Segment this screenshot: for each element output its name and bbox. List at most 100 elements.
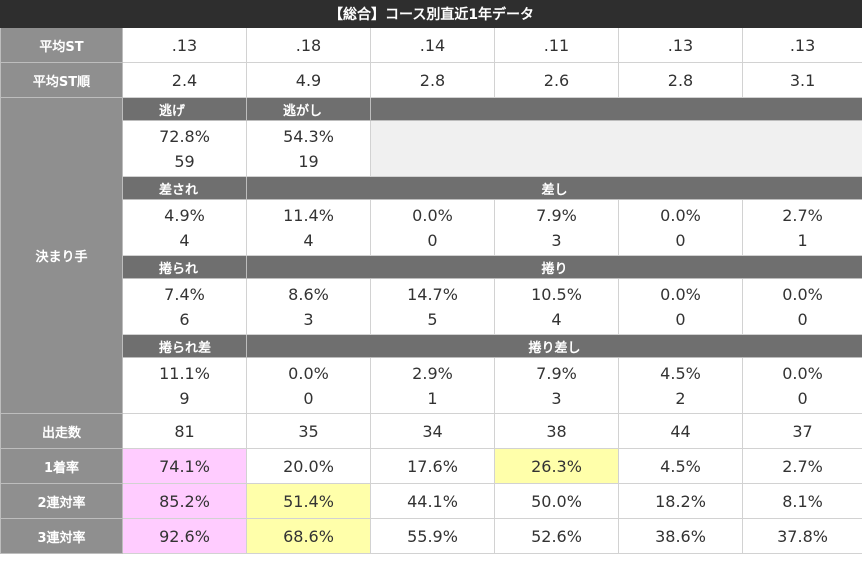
makuri-sashi-pct: 0.0%: [782, 363, 823, 383]
makuri-sashi-cell: 0.0% 0: [741, 357, 862, 414]
avg-st-cell: .18: [246, 27, 371, 63]
makuri-count: 6: [179, 309, 190, 329]
makuri-sashi-count: 9: [179, 388, 190, 408]
sashi-cell: 7.9% 3: [494, 199, 619, 256]
makuri-count: 5: [427, 309, 438, 329]
row-label-win-rate: 1着率: [0, 448, 123, 484]
quinella-rate-cell: 8.1%: [741, 483, 862, 519]
row-label-kimarite: 決まり手: [0, 97, 123, 414]
makuri-sashi-pct: 4.5%: [660, 363, 701, 383]
makuri-cell: 7.4% 6: [122, 278, 247, 335]
makuri-pct: 0.0%: [660, 284, 701, 304]
win-rate-cell: 74.1%: [122, 448, 247, 484]
makuri-sashi-cell: 2.9% 1: [370, 357, 495, 414]
makuri-sashi-pct: 11.1%: [159, 363, 210, 383]
win-rate-cell: 17.6%: [370, 448, 495, 484]
row-label-avg-st-rank: 平均ST順: [0, 62, 123, 98]
avg-st-rank-cell: 2.6: [494, 62, 619, 98]
trio-rate-cell: 92.6%: [122, 518, 247, 554]
trio-rate-cell: 37.8%: [741, 518, 862, 554]
empty-area: [369, 120, 862, 177]
win-rate-cell: 26.3%: [494, 448, 619, 484]
sashi-cell: 0.0% 0: [618, 199, 743, 256]
starts-cell: 37: [741, 413, 862, 449]
makuri-pct: 7.4%: [164, 284, 205, 304]
makuri-sashi-pct: 2.9%: [412, 363, 453, 383]
sashi-count: 0: [427, 230, 438, 250]
makuri-sashi-cell: 7.9% 3: [494, 357, 619, 414]
makuri-cell: 14.7% 5: [370, 278, 495, 335]
makuri-sashi-count: 3: [551, 388, 562, 408]
starts-cell: 34: [370, 413, 495, 449]
quinella-rate-cell: 51.4%: [246, 483, 371, 519]
sub-header-sasare: 差され: [122, 176, 247, 200]
trio-rate-cell: 52.6%: [494, 518, 619, 554]
avg-st-rank-cell: 4.9: [246, 62, 371, 98]
nigashi-cell: 54.3% 19: [246, 120, 371, 177]
makuri-pct: 0.0%: [782, 284, 823, 304]
nigashi-count: 19: [298, 151, 319, 171]
makuri-cell: 8.6% 3: [246, 278, 371, 335]
sashi-cell: 2.7% 1: [741, 199, 862, 256]
sub-header-nigashi: 逃がし: [246, 97, 371, 121]
avg-st-cell: .11: [494, 27, 619, 63]
makuri-sashi-cell: 4.5% 2: [618, 357, 743, 414]
win-rate-cell: 2.7%: [741, 448, 862, 484]
makuri-cell: 10.5% 4: [494, 278, 619, 335]
nige-count: 59: [174, 151, 195, 171]
avg-st-cell: .13: [122, 27, 247, 63]
win-rate-cell: 4.5%: [618, 448, 743, 484]
makuri-sashi-cell: 0.0% 0: [246, 357, 371, 414]
avg-st-cell: .13: [741, 27, 862, 63]
row-label-quinella-rate: 2連対率: [0, 483, 123, 519]
sub-header-makuri: 捲り: [245, 255, 862, 279]
quinella-rate-cell: 85.2%: [122, 483, 247, 519]
win-rate-cell: 20.0%: [246, 448, 371, 484]
trio-rate-cell: 38.6%: [618, 518, 743, 554]
makuri-sashi-count: 2: [675, 388, 686, 408]
sub-header-sashi: 差し: [245, 176, 862, 200]
makuri-count: 4: [551, 309, 562, 329]
sashi-pct: 11.4%: [283, 205, 334, 225]
sashi-count: 4: [303, 230, 314, 250]
makuri-sashi-count: 0: [303, 388, 314, 408]
avg-st-cell: .13: [618, 27, 743, 63]
row-label-trio-rate: 3連対率: [0, 518, 123, 554]
sashi-pct: 7.9%: [536, 205, 577, 225]
sashi-cell: 0.0% 0: [370, 199, 495, 256]
avg-st-rank-cell: 2.8: [618, 62, 743, 98]
makuri-sashi-count: 0: [797, 388, 808, 408]
makuri-count: 3: [303, 309, 314, 329]
row-label-avg-st: 平均ST: [0, 27, 123, 63]
trio-rate-cell: 55.9%: [370, 518, 495, 554]
trio-rate-cell: 68.6%: [246, 518, 371, 554]
sashi-count: 3: [551, 230, 562, 250]
sashi-pct: 0.0%: [660, 205, 701, 225]
sashi-pct: 2.7%: [782, 205, 823, 225]
makuri-sashi-pct: 0.0%: [288, 363, 329, 383]
quinella-rate-cell: 44.1%: [370, 483, 495, 519]
starts-cell: 81: [122, 413, 247, 449]
makuri-pct: 10.5%: [531, 284, 582, 304]
makuri-cell: 0.0% 0: [618, 278, 743, 335]
starts-cell: 38: [494, 413, 619, 449]
makuri-sashi-count: 1: [427, 388, 438, 408]
makuri-sashi-pct: 7.9%: [536, 363, 577, 383]
sashi-count: 1: [797, 230, 808, 250]
sub-header-blank: [369, 97, 862, 121]
avg-st-rank-cell: 2.4: [122, 62, 247, 98]
sashi-count: 4: [179, 230, 190, 250]
makuri-count: 0: [797, 309, 808, 329]
nige-pct: 72.8%: [159, 126, 210, 146]
sashi-cell: 11.4% 4: [246, 199, 371, 256]
sub-header-makurare-sashi: 捲られ差: [122, 334, 247, 358]
makuri-count: 0: [675, 309, 686, 329]
nige-cell: 72.8% 59: [122, 120, 247, 177]
avg-st-rank-cell: 3.1: [741, 62, 862, 98]
sashi-count: 0: [675, 230, 686, 250]
nigashi-pct: 54.3%: [283, 126, 334, 146]
quinella-rate-cell: 18.2%: [618, 483, 743, 519]
makuri-pct: 14.7%: [407, 284, 458, 304]
sub-header-nige: 逃げ: [122, 97, 247, 121]
